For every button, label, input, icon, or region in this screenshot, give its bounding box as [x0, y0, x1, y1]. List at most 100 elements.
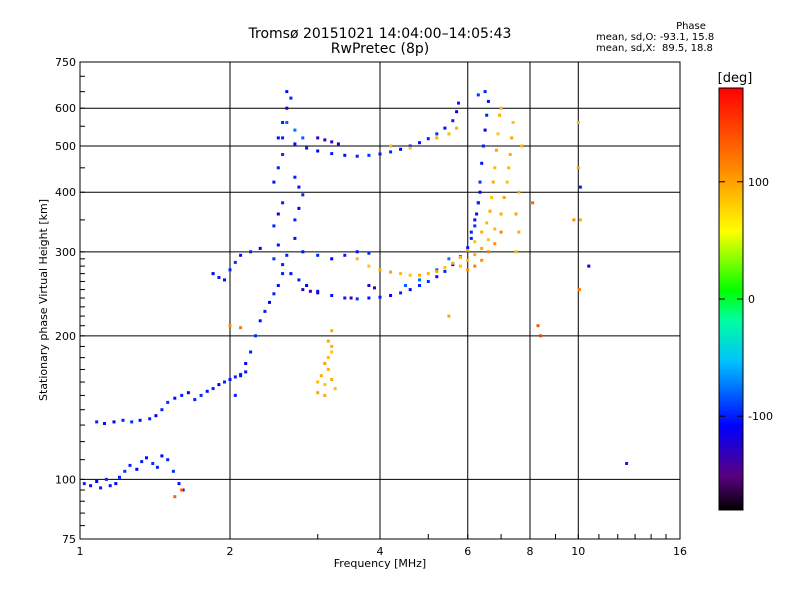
data-point [443, 126, 447, 130]
data-point [145, 456, 148, 460]
data-point [426, 272, 430, 276]
data-point [476, 93, 480, 97]
data-point [499, 106, 503, 110]
data-point [435, 136, 439, 140]
data-point [447, 132, 451, 136]
data-point [285, 90, 289, 94]
data-point [205, 389, 209, 393]
data-point [301, 136, 305, 140]
data-point [263, 309, 267, 313]
data-point [480, 246, 484, 250]
data-point [281, 272, 285, 276]
data-point [319, 374, 323, 378]
data-point [258, 319, 262, 323]
data-point [233, 375, 237, 379]
y-tick-label: 75 [62, 533, 76, 546]
grid-lines [79, 61, 681, 539]
data-point [112, 420, 116, 424]
data-point [281, 201, 285, 205]
data-point [233, 393, 237, 397]
data-point [211, 272, 215, 276]
data-point [457, 101, 460, 105]
colorbar-ticks: -100 0 100 [719, 176, 773, 423]
data-point [316, 253, 320, 257]
data-point [293, 142, 297, 146]
data-point [316, 291, 320, 295]
y-axis-label: Stationary phase Virtual Height [km] [37, 199, 50, 401]
data-point [281, 263, 285, 267]
data-point [173, 495, 177, 499]
data-point [435, 132, 439, 136]
data-point [104, 477, 108, 481]
data-point [293, 175, 297, 179]
data-point [151, 462, 155, 465]
data-point [293, 128, 297, 132]
phase-stats-heading: Phase [676, 21, 706, 32]
data-point [473, 264, 477, 268]
data-point [399, 291, 403, 295]
data-point [466, 258, 470, 262]
data-point [451, 119, 455, 123]
data-point [148, 417, 152, 421]
data-point [228, 378, 232, 381]
data-point [297, 278, 301, 282]
data-point [466, 268, 470, 272]
data-point [443, 269, 447, 273]
data-point [276, 284, 280, 287]
data-point [301, 193, 305, 197]
data-point [485, 113, 489, 117]
y-tick-label: 300 [55, 246, 76, 259]
data-point [121, 418, 125, 422]
data-point [323, 138, 327, 142]
data-point [576, 121, 580, 124]
data-point [301, 250, 305, 254]
data-point [466, 248, 470, 252]
data-point [244, 370, 248, 374]
x-tick-label: 1 [77, 545, 84, 558]
data-point [475, 212, 479, 216]
data-point [404, 284, 407, 287]
data-point [308, 289, 312, 293]
data-point [258, 246, 262, 250]
data-point [408, 273, 412, 277]
data-point [426, 280, 430, 283]
data-point [408, 288, 412, 292]
data-point [140, 460, 144, 464]
data-point [95, 480, 99, 483]
data-point [166, 458, 170, 462]
data-point [89, 484, 93, 488]
data-point [473, 218, 477, 222]
data-point [285, 106, 289, 110]
data-point [486, 250, 490, 254]
data-point [572, 218, 576, 222]
data-point [316, 391, 320, 395]
data-point [443, 266, 447, 270]
data-point [378, 268, 382, 272]
colorbar-tick-label: -100 [748, 410, 773, 423]
data-point [373, 286, 376, 290]
x-tick-label: 6 [464, 545, 471, 558]
data-point [478, 180, 482, 184]
data-point [166, 400, 170, 404]
data-point [378, 295, 382, 299]
data-point [389, 144, 393, 148]
data-point [493, 242, 497, 246]
data-point [171, 469, 175, 473]
phase-stats-o: mean, sd,O: -93.1, 15.8 [596, 32, 715, 43]
data-point [330, 350, 334, 354]
data-point [389, 294, 393, 297]
y-tick-label: 400 [55, 186, 76, 199]
data-point [244, 362, 248, 365]
data-point [367, 251, 371, 255]
data-point [343, 253, 347, 257]
data-point [511, 121, 515, 124]
data-point [496, 132, 500, 136]
data-point [336, 142, 340, 146]
data-point [473, 240, 477, 244]
data-point [330, 378, 334, 381]
data-point [272, 257, 276, 261]
data-point [447, 314, 451, 318]
data-point [578, 218, 582, 222]
data-point [455, 126, 459, 130]
data-point [514, 250, 518, 254]
